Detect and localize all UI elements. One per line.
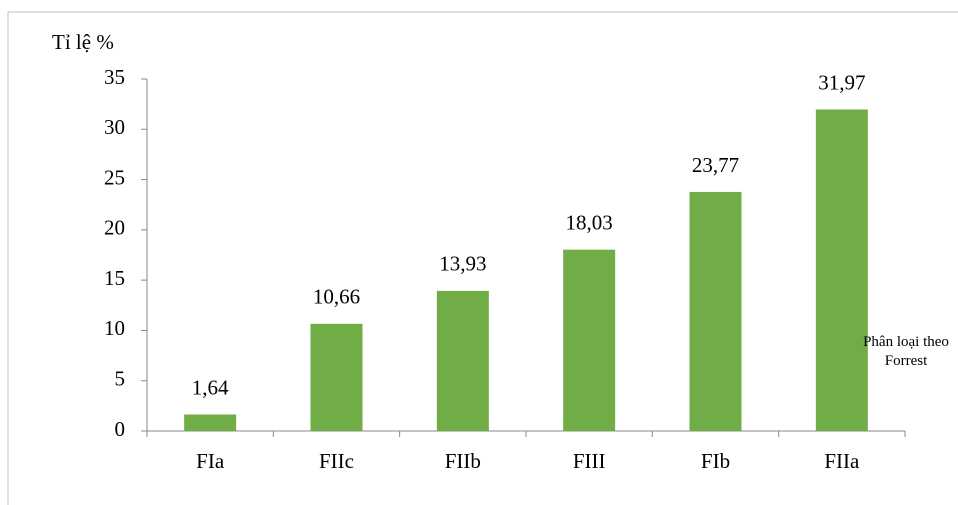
y-tick-label: 15 — [104, 266, 125, 290]
y-tick-label: 25 — [104, 165, 125, 189]
value-label: 13,93 — [439, 252, 486, 276]
y-tick-label: 0 — [115, 417, 126, 441]
value-label: 31,97 — [818, 70, 865, 94]
y-tick-label: 10 — [104, 316, 125, 340]
value-label: 23,77 — [692, 153, 739, 177]
bar — [436, 290, 489, 431]
y-tick-label: 20 — [104, 216, 125, 240]
bar — [184, 414, 237, 431]
value-label: 1,64 — [192, 375, 229, 399]
y-tick-label: 5 — [115, 367, 126, 391]
value-label: 10,66 — [313, 285, 360, 309]
chart-frame — [7, 11, 958, 505]
y-tick-label: 35 — [104, 65, 125, 89]
x-tick-label: FIIa — [824, 449, 860, 473]
x-tick-label: FIIb — [445, 449, 481, 473]
y-tick-label: 30 — [104, 115, 125, 139]
x-tick-label: FIII — [573, 449, 606, 473]
value-label: 18,03 — [566, 210, 613, 234]
x-tick-label: FIb — [701, 449, 730, 473]
x-tick-label: FIa — [196, 449, 225, 473]
x-axis-label: Phân loại theo Forrest — [863, 334, 949, 369]
y-axis-label: Tỉ lệ % — [52, 30, 114, 54]
x-tick-label: FIIc — [319, 449, 354, 473]
bar — [815, 109, 868, 431]
bar — [310, 323, 363, 431]
bar — [563, 249, 616, 431]
bar — [689, 191, 742, 431]
